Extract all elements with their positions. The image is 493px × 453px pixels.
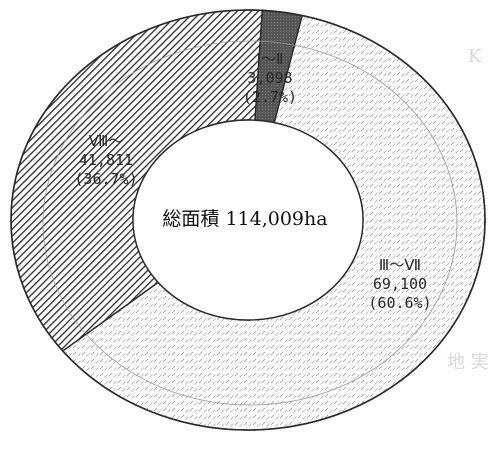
slice-value-iii-vii: 69,100: [373, 275, 427, 293]
slice-label-iii-vii: Ⅲ～Ⅶ: [379, 256, 421, 274]
inner-guide-ring: [42, 40, 458, 406]
label-group-i-ii: Ⅰ～Ⅱ 3,098 (2.7%): [243, 50, 297, 106]
donut-rings: [10, 9, 486, 431]
slice-label-viii: Ⅷ～: [89, 132, 124, 150]
svg-text:K: K: [468, 46, 482, 67]
label-group-iii-vii: Ⅲ～Ⅶ 69,100 (60.6%): [368, 256, 431, 312]
slice-value-viii: 41,811: [79, 151, 133, 169]
donut-hole: [132, 119, 364, 321]
slice-percent-viii: (36.7%): [74, 170, 137, 188]
slice-label-i-ii: Ⅰ～Ⅱ: [257, 50, 284, 68]
svg-text:地 実: 地 実: [447, 352, 489, 373]
label-group-viii: Ⅷ～ 41,811 (36.7%): [74, 132, 137, 188]
slice-value-i-ii: 3,098: [247, 69, 292, 87]
center-total-label: 総面積 114,009ha: [162, 208, 327, 230]
slice-percent-iii-vii: (60.6%): [368, 294, 431, 312]
slice-percent-i-ii: (2.7%): [243, 88, 297, 106]
outer-ring-outline: [10, 9, 486, 431]
